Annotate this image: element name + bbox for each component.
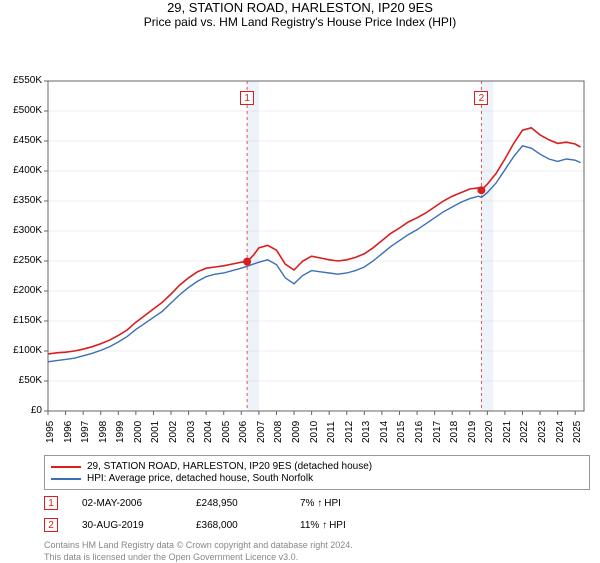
legend-label: HPI: Average price, detached house, Sout… xyxy=(87,473,313,484)
arrow-up-icon xyxy=(322,520,329,531)
x-tick-label: 2001 xyxy=(150,421,161,443)
transaction-marker: 2 xyxy=(44,518,58,532)
x-tick-label: 2017 xyxy=(432,421,443,443)
legend-swatch xyxy=(51,478,81,480)
transaction-delta: 11% HPI xyxy=(300,520,390,531)
legend-item: HPI: Average price, detached house, Sout… xyxy=(51,473,583,484)
x-tick-label: 2015 xyxy=(396,421,407,443)
x-tick-label: 1997 xyxy=(80,421,91,443)
x-tick-label: 2006 xyxy=(238,421,249,443)
y-tick-label: £100K xyxy=(0,345,42,356)
x-tick-label: 2009 xyxy=(291,421,302,443)
y-tick-label: £200K xyxy=(0,285,42,296)
transaction-marker: 1 xyxy=(44,496,58,510)
x-tick-label: 2014 xyxy=(379,421,390,443)
y-tick-label: £400K xyxy=(0,165,42,176)
x-tick-label: 2020 xyxy=(484,421,495,443)
x-tick-label: 2008 xyxy=(273,421,284,443)
x-tick-label: 2024 xyxy=(555,421,566,443)
x-tick-label: 2012 xyxy=(344,421,355,443)
x-tick-label: 2025 xyxy=(572,421,583,443)
transaction-price: £368,000 xyxy=(196,520,276,531)
y-tick-label: £50K xyxy=(0,375,42,386)
x-tick-label: 2004 xyxy=(203,421,214,443)
y-tick-label: £350K xyxy=(0,195,42,206)
line-chart-svg xyxy=(0,35,600,451)
page-title: 29, STATION ROAD, HARLESTON, IP20 9ES xyxy=(0,0,600,15)
y-tick-label: £300K xyxy=(0,225,42,236)
x-tick-label: 2010 xyxy=(309,421,320,443)
y-tick-label: £500K xyxy=(0,105,42,116)
x-tick-label: 2005 xyxy=(221,421,232,443)
x-tick-label: 2000 xyxy=(133,421,144,443)
transaction-row: 1 02-MAY-2006 £248,950 7% HPI xyxy=(44,492,600,514)
x-tick-label: 1999 xyxy=(115,421,126,443)
x-tick-label: 2003 xyxy=(186,421,197,443)
transaction-date: 02-MAY-2006 xyxy=(82,498,172,509)
y-tick-label: £450K xyxy=(0,135,42,146)
legend-label: 29, STATION ROAD, HARLESTON, IP20 9ES (d… xyxy=(87,461,372,472)
transactions-table: 1 02-MAY-2006 £248,950 7% HPI 2 30-AUG-2019 £3… xyxy=(44,492,600,536)
x-tick-label: 2018 xyxy=(449,421,460,443)
page-subtitle: Price paid vs. HM Land Registry's House … xyxy=(0,15,600,29)
legend-swatch xyxy=(51,466,81,468)
legend: 29, STATION ROAD, HARLESTON, IP20 9ES (d… xyxy=(44,455,590,490)
y-tick-label: £0 xyxy=(0,405,42,416)
x-tick-label: 2002 xyxy=(168,421,179,443)
footer-line-2: This data is licensed under the Open Gov… xyxy=(44,552,590,563)
transaction-date: 30-AUG-2019 xyxy=(82,520,172,531)
x-tick-label: 2023 xyxy=(537,421,548,443)
y-tick-label: £250K xyxy=(0,255,42,266)
legend-item: 29, STATION ROAD, HARLESTON, IP20 9ES (d… xyxy=(51,461,583,472)
x-tick-label: 1995 xyxy=(45,421,56,443)
x-tick-label: 2016 xyxy=(414,421,425,443)
x-tick-label: 1996 xyxy=(63,421,74,443)
x-tick-label: 1998 xyxy=(98,421,109,443)
transaction-row: 2 30-AUG-2019 £368,000 11% HPI xyxy=(44,514,600,536)
annotation-marker: 1 xyxy=(240,91,254,105)
y-tick-label: £550K xyxy=(0,75,42,86)
transaction-price: £248,950 xyxy=(196,498,276,509)
y-tick-label: £150K xyxy=(0,315,42,326)
transaction-delta: 7% HPI xyxy=(300,498,390,509)
chart: £0 £50K £100K £150K £200K £250K £300K £350K £400… xyxy=(0,35,600,451)
x-tick-label: 2007 xyxy=(256,421,267,443)
x-tick-label: 2022 xyxy=(519,421,530,443)
x-tick-label: 2019 xyxy=(467,421,478,443)
x-tick-label: 2013 xyxy=(361,421,372,443)
footer-line-1: Contains HM Land Registry data © Crown c… xyxy=(44,540,590,552)
annotation-marker: 2 xyxy=(474,91,488,105)
x-tick-label: 2021 xyxy=(502,421,513,443)
x-tick-label: 2011 xyxy=(326,421,337,443)
